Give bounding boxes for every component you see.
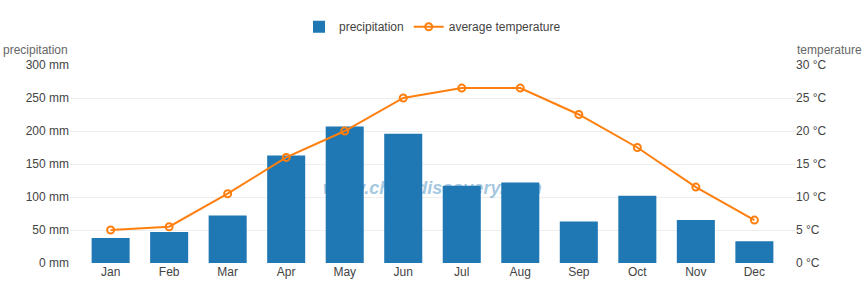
svg-text:5 °C: 5 °C	[796, 223, 820, 237]
svg-text:Oct: Oct	[628, 265, 647, 279]
svg-text:Sep: Sep	[568, 265, 590, 279]
svg-text:May: May	[333, 265, 356, 279]
svg-text:250 mm: 250 mm	[26, 91, 69, 105]
svg-text:200 mm: 200 mm	[26, 124, 69, 138]
svg-text:Mar: Mar	[217, 265, 238, 279]
svg-text:precipitation: precipitation	[339, 20, 404, 34]
svg-text:0 °C: 0 °C	[796, 256, 820, 270]
svg-text:precipitation: precipitation	[3, 43, 68, 57]
svg-text:150 mm: 150 mm	[26, 157, 69, 171]
svg-text:temperature: temperature	[797, 43, 862, 57]
svg-text:Dec: Dec	[744, 265, 765, 279]
svg-text:100 mm: 100 mm	[26, 190, 69, 204]
svg-text:10 °C: 10 °C	[796, 190, 826, 204]
svg-text:0 mm: 0 mm	[39, 256, 69, 270]
svg-text:Apr: Apr	[277, 265, 296, 279]
svg-text:Jul: Jul	[454, 265, 469, 279]
svg-text:www.chinadiscovery.com: www.chinadiscovery.com	[323, 178, 542, 198]
svg-text:30 °C: 30 °C	[796, 58, 826, 72]
svg-text:15 °C: 15 °C	[796, 157, 826, 171]
svg-text:Aug: Aug	[510, 265, 531, 279]
svg-text:Jun: Jun	[394, 265, 413, 279]
svg-text:average temperature: average temperature	[449, 20, 561, 34]
svg-text:300 mm: 300 mm	[26, 58, 69, 72]
svg-text:20 °C: 20 °C	[796, 124, 826, 138]
svg-text:Jan: Jan	[101, 265, 120, 279]
svg-text:25 °C: 25 °C	[796, 91, 826, 105]
svg-text:Feb: Feb	[159, 265, 180, 279]
svg-text:50 mm: 50 mm	[32, 223, 69, 237]
svg-text:Nov: Nov	[685, 265, 706, 279]
